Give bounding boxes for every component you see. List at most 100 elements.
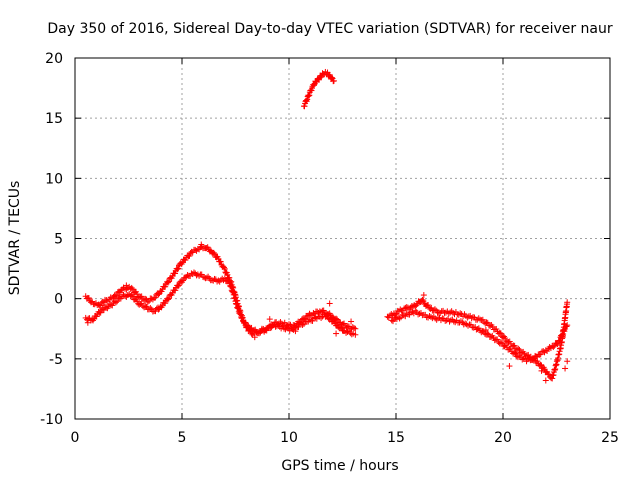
data-point <box>299 321 306 328</box>
data-point <box>465 322 472 329</box>
data-point <box>512 351 519 358</box>
data-point <box>415 311 422 318</box>
data-point <box>237 311 244 318</box>
data-point <box>190 269 197 276</box>
data-point <box>114 298 121 305</box>
data-point <box>406 306 413 313</box>
data-point <box>502 335 509 342</box>
data-point <box>312 314 319 321</box>
data-point <box>266 316 273 323</box>
data-point <box>234 304 241 311</box>
data-point <box>334 316 341 323</box>
data-point <box>165 295 172 302</box>
x-tick-label: 20 <box>494 430 512 446</box>
data-point <box>175 265 182 272</box>
data-point <box>306 316 313 323</box>
data-point <box>303 97 310 104</box>
data-point <box>407 309 414 316</box>
data-point <box>318 74 325 81</box>
data-point <box>324 312 331 319</box>
data-point <box>162 300 169 307</box>
data-point <box>113 292 120 299</box>
data-point <box>420 298 427 305</box>
data-point <box>148 295 155 302</box>
data-point <box>143 303 150 310</box>
data-point <box>564 322 571 329</box>
data-point <box>221 265 228 272</box>
y-tick-label: 0 <box>54 292 63 308</box>
data-point <box>511 342 518 349</box>
data-point <box>467 321 474 328</box>
data-point <box>286 321 292 328</box>
data-point <box>142 303 149 310</box>
data-point <box>186 252 193 259</box>
data-point <box>337 324 344 331</box>
series-upper-trace <box>82 243 359 338</box>
data-point <box>147 305 154 312</box>
data-point <box>468 315 475 322</box>
data-point <box>152 294 159 301</box>
data-point <box>155 291 162 298</box>
x-tick-label: 25 <box>601 430 619 446</box>
data-point <box>412 307 419 314</box>
data-point <box>143 296 150 303</box>
data-point <box>196 272 203 279</box>
y-tick-label: -10 <box>40 412 63 428</box>
data-point <box>425 314 432 321</box>
data-point <box>306 92 313 99</box>
series-lower-trace <box>82 269 357 338</box>
data-point <box>310 309 317 316</box>
data-point <box>419 296 426 303</box>
data-point <box>112 299 119 306</box>
y-tick-label: -5 <box>49 352 63 368</box>
data-point <box>538 348 545 355</box>
data-point <box>217 258 224 265</box>
x-tick-label: 5 <box>178 430 187 446</box>
y-tick-label: 5 <box>54 232 63 248</box>
data-point <box>123 282 130 289</box>
data-point <box>494 336 501 343</box>
data-point <box>103 297 110 304</box>
data-point <box>301 103 308 110</box>
data-point <box>84 319 91 326</box>
data-point <box>333 330 340 337</box>
data-point <box>144 299 151 306</box>
data-point <box>251 334 258 341</box>
data-point <box>450 309 457 316</box>
data-point <box>220 264 227 271</box>
data-point <box>496 329 503 336</box>
data-point <box>192 246 199 253</box>
y-tick-label: 10 <box>45 171 63 187</box>
data-point <box>107 294 114 301</box>
axis-ticks <box>74 57 611 420</box>
data-point <box>198 241 205 248</box>
y-axis-label: SDTVAR / TECUs <box>7 181 23 296</box>
data-point <box>515 345 522 352</box>
data-point <box>445 315 452 322</box>
data-point <box>344 328 351 335</box>
data-point <box>556 337 563 344</box>
data-point <box>304 96 311 103</box>
data-point <box>558 332 565 339</box>
data-point <box>351 325 358 332</box>
data-point <box>210 249 217 256</box>
data-point <box>197 244 204 251</box>
data-marks <box>82 68 571 384</box>
data-point <box>316 308 323 315</box>
data-point <box>455 311 462 318</box>
data-point <box>431 306 438 313</box>
data-point <box>562 365 569 372</box>
data-point <box>203 274 210 281</box>
data-point <box>450 318 457 325</box>
data-point <box>89 298 96 305</box>
data-point <box>227 282 234 289</box>
data-point <box>493 326 500 333</box>
data-point <box>516 352 523 359</box>
data-point <box>278 320 285 327</box>
data-point <box>564 358 571 365</box>
data-point <box>164 296 171 303</box>
data-point <box>506 363 513 370</box>
data-point <box>338 324 345 331</box>
data-point <box>256 330 263 337</box>
